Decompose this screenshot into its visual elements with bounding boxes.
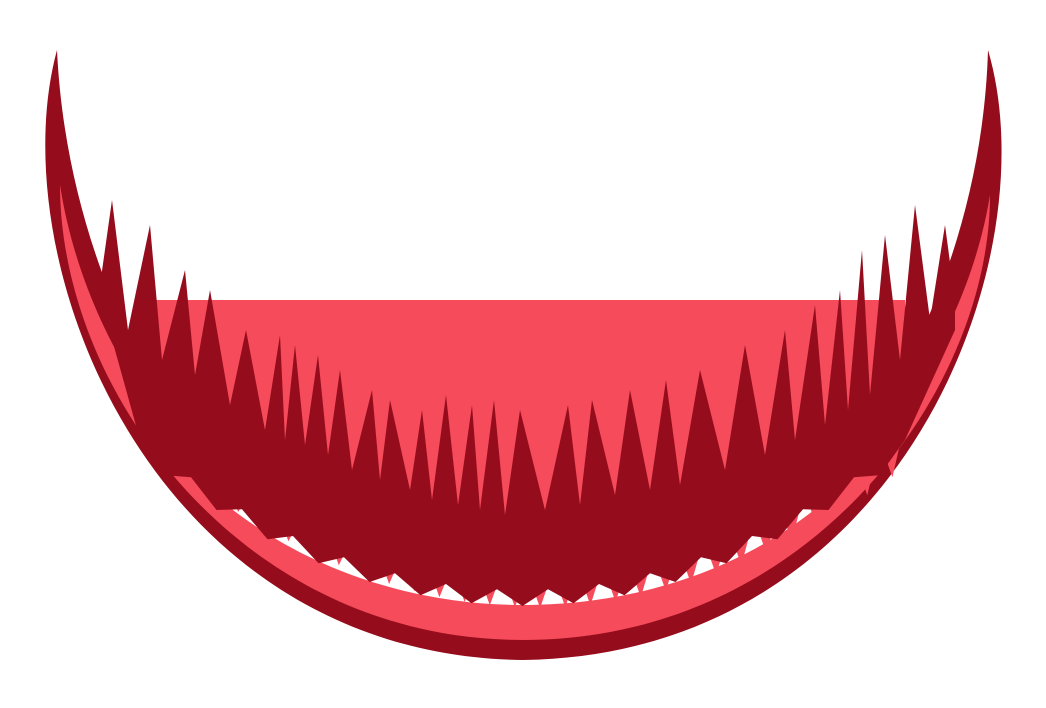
- dark-tooth-row: [90, 200, 955, 606]
- upper-teeth-dark: [90, 200, 955, 606]
